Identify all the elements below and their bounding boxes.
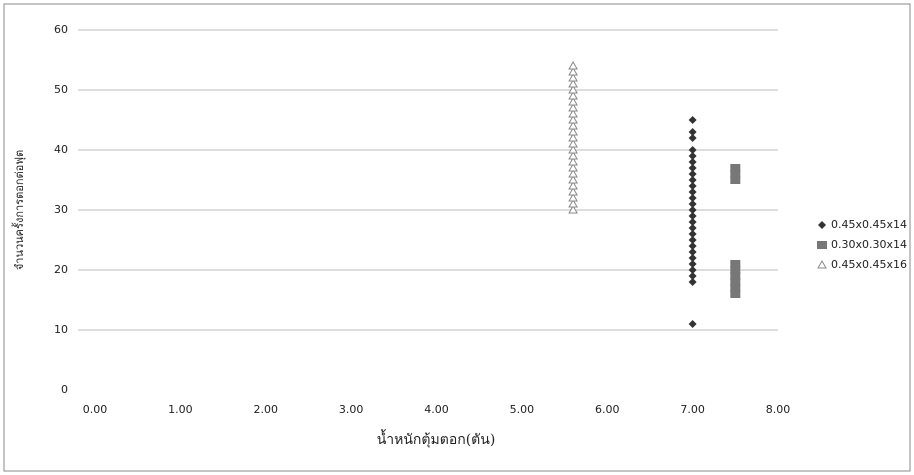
- x-tick-label: 5.00: [510, 403, 535, 416]
- point: [689, 146, 697, 154]
- chart: น้ำหนักตุ้มตอก(ตัน) จำนวนครั้งการตอกต่อฟ…: [0, 0, 914, 475]
- x-tick-label: 7.00: [680, 403, 705, 416]
- point: [730, 164, 740, 172]
- legend-label: 0.45x0.45x14: [831, 218, 907, 231]
- x-tick-label: 1.00: [168, 403, 193, 416]
- point: [730, 260, 740, 268]
- y-tick-label: 50: [54, 83, 68, 96]
- y-axis-label: จำนวนครั้งการตอกต่อฟุต: [11, 150, 26, 270]
- point: [689, 116, 697, 124]
- y-tick-label: 40: [54, 143, 68, 156]
- y-tick-label: 30: [54, 203, 68, 216]
- point: [689, 128, 697, 136]
- x-tick-label: 2.00: [254, 403, 279, 416]
- x-tick-label: 4.00: [424, 403, 449, 416]
- y-tick-label: 60: [54, 23, 68, 36]
- legend-marker: [818, 261, 826, 268]
- chart-frame: [4, 4, 910, 471]
- y-tick-label: 10: [54, 323, 68, 336]
- x-tick-label: 0.00: [83, 403, 108, 416]
- x-tick-label: 8.00: [766, 403, 791, 416]
- x-tick-label: 6.00: [595, 403, 620, 416]
- legend-marker: [817, 241, 827, 249]
- legend-label: 0.45x0.45x16: [831, 258, 907, 271]
- x-tick-label: 3.00: [339, 403, 364, 416]
- point: [569, 62, 577, 69]
- y-tick-label: 0: [61, 383, 68, 396]
- legend-marker: [818, 221, 826, 229]
- y-tick-label: 20: [54, 263, 68, 276]
- x-axis-label: น้ำหนักตุ้มตอก(ตัน): [377, 429, 496, 448]
- legend-label: 0.30x0.30x14: [831, 238, 907, 251]
- point: [689, 320, 697, 328]
